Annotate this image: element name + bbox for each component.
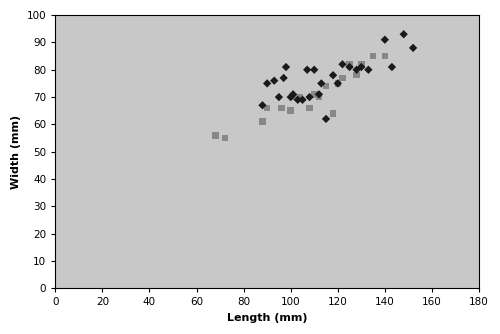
Point <box>258 119 266 124</box>
Point <box>280 75 287 80</box>
Point <box>310 92 318 97</box>
Point <box>334 81 342 86</box>
Point <box>329 72 337 78</box>
Point <box>289 92 297 97</box>
Point <box>369 53 377 59</box>
Point <box>298 97 306 103</box>
X-axis label: Length (mm): Length (mm) <box>227 313 308 323</box>
Point <box>381 37 389 42</box>
Point <box>322 84 330 89</box>
Point <box>400 31 407 37</box>
Point <box>294 97 302 103</box>
Point <box>221 135 229 141</box>
Point <box>338 75 346 80</box>
Point <box>329 111 337 116</box>
Point <box>352 72 360 78</box>
Point <box>258 103 266 108</box>
Point <box>352 67 360 72</box>
Point <box>263 105 271 111</box>
Point <box>364 67 372 72</box>
Point <box>212 133 220 138</box>
Point <box>315 92 323 97</box>
Point <box>318 81 326 86</box>
Point <box>292 95 300 100</box>
Point <box>388 64 396 70</box>
Point <box>358 64 366 70</box>
Point <box>346 64 354 70</box>
Point <box>303 67 311 72</box>
Point <box>263 81 271 86</box>
Point <box>315 95 323 100</box>
Point <box>409 45 417 50</box>
Point <box>358 61 366 67</box>
Point <box>275 95 283 100</box>
Y-axis label: Width (mm): Width (mm) <box>11 115 21 189</box>
Point <box>334 81 342 86</box>
Point <box>286 108 294 114</box>
Point <box>270 78 278 84</box>
Point <box>278 105 285 111</box>
Point <box>381 53 389 59</box>
Point <box>338 61 346 67</box>
Point <box>282 64 290 70</box>
Point <box>306 95 314 100</box>
Point <box>322 116 330 122</box>
Point <box>310 67 318 72</box>
Point <box>306 105 314 111</box>
Point <box>296 95 304 100</box>
Point <box>286 95 294 100</box>
Point <box>346 61 354 67</box>
